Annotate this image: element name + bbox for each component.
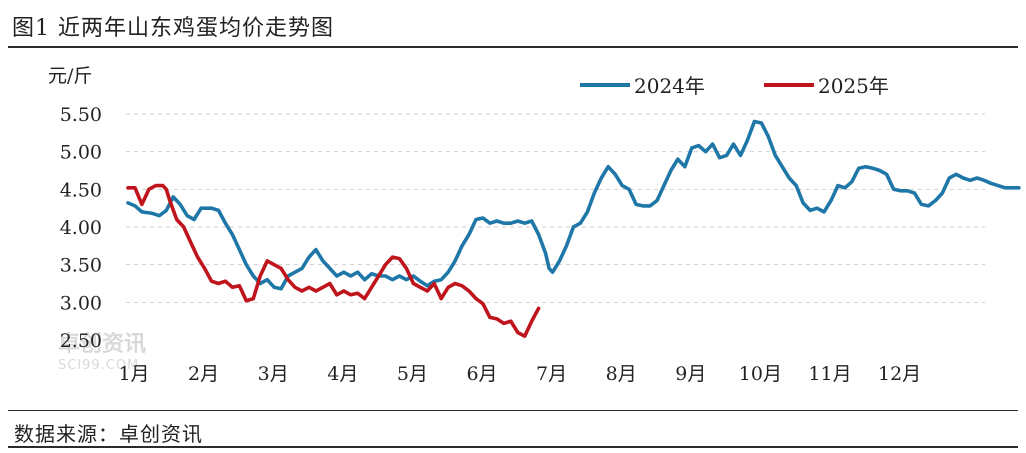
bottom-rule: [8, 410, 1018, 411]
x-tick-label: 3月: [258, 363, 289, 385]
y-tick-label: 5.50: [60, 104, 102, 126]
x-tick-label: 10月: [739, 363, 782, 385]
x-tick-label: 7月: [536, 363, 567, 385]
x-tick-label: 4月: [327, 363, 358, 385]
x-tick-label: 5月: [397, 363, 428, 385]
x-tick-label: 8月: [606, 363, 637, 385]
x-tick-label: 2月: [188, 363, 219, 385]
data-source: 数据来源：卓创资讯: [14, 422, 203, 446]
chart: 元/斤 5.50 5.00 4.50 4.00 3.50 3.00 2.50 1月 2月 3月 4月 5…: [48, 65, 1021, 385]
y-axis-unit-label: 元/斤: [48, 65, 92, 87]
y-tick-label: 3.50: [60, 255, 102, 277]
x-tick-label: 11月: [808, 363, 851, 385]
y-tick-label: 4.50: [60, 179, 102, 201]
y-tick-label: 2.50: [60, 330, 102, 352]
y-tick-label: 4.00: [60, 217, 102, 239]
legend-label: 2025年: [818, 74, 889, 98]
y-tick-label: 5.00: [60, 142, 102, 164]
legend-label: 2024年: [634, 74, 705, 98]
x-tick-label: 6月: [466, 363, 497, 385]
footer-rule: [8, 446, 1018, 448]
x-tick-label: 1月: [118, 363, 149, 385]
x-tick-label: 12月: [878, 363, 921, 385]
x-tick-label: 9月: [675, 363, 706, 385]
top-rule: [8, 46, 1018, 48]
series-line-current: [126, 183, 541, 338]
series-line-previous: [126, 119, 1021, 291]
y-tick-label: 3.00: [60, 292, 102, 314]
figure-title: 图1 近两年山东鸡蛋均价走势图: [12, 16, 334, 41]
